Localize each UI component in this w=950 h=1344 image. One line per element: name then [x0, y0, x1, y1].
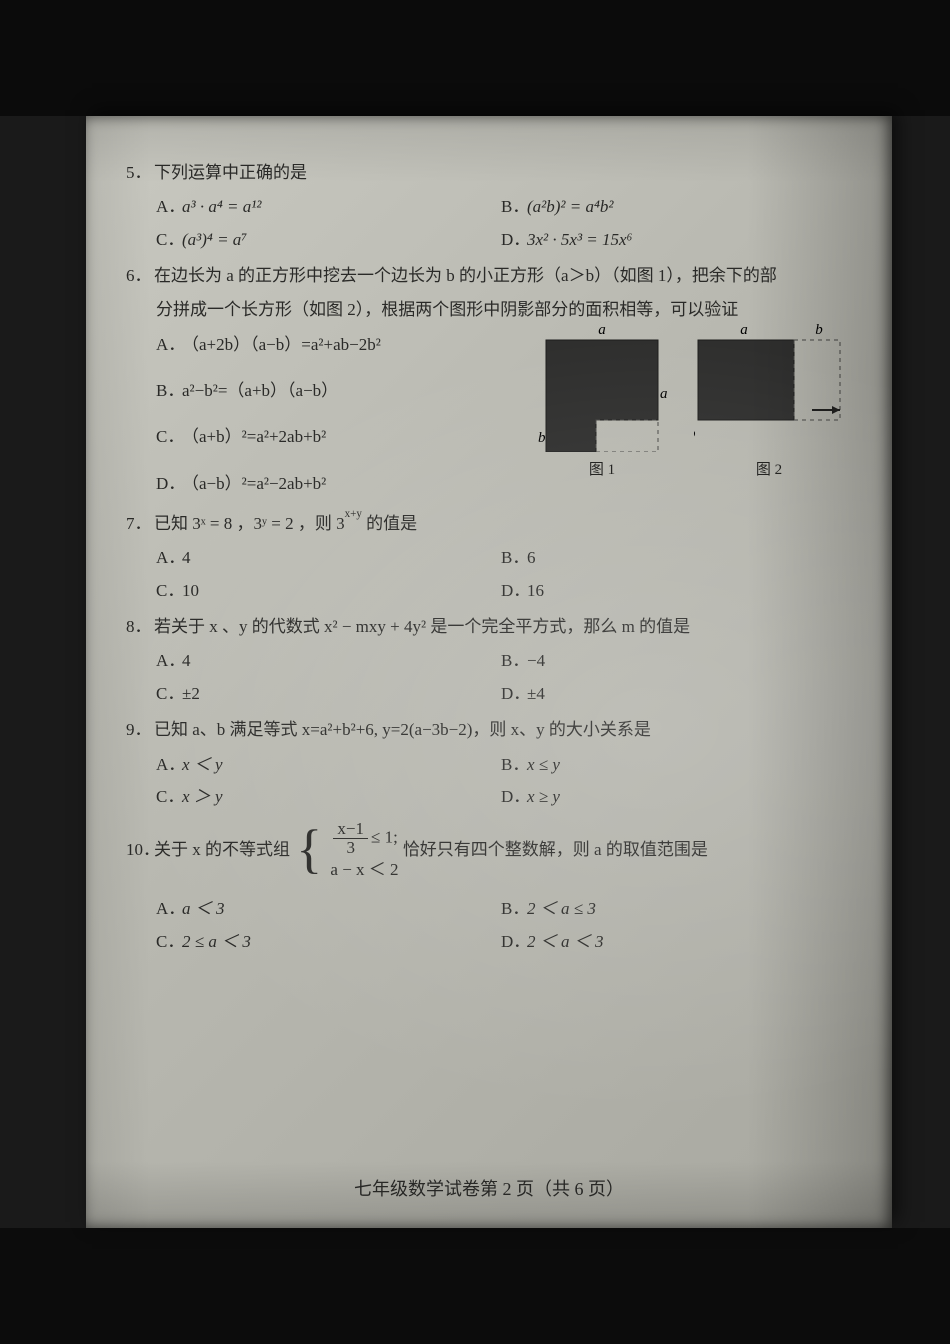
q8-num: 8．: [126, 614, 154, 640]
q8-stem: 若关于 x 、y 的代数式 x² − mxy + 4y² 是一个完全平方式，那么…: [154, 617, 690, 636]
q5: 5．下列运算中正确的是: [126, 160, 836, 186]
q5-stem: 下列运算中正确的是: [154, 163, 307, 182]
figure-1: a a b b 图 1: [536, 322, 668, 479]
q9-C: C．x ＞ y: [156, 784, 491, 810]
q6-stem1: 在边长为 a 的正方形中挖去一个边长为 b 的小正方形（a＞b）（如图 1），把…: [154, 266, 777, 285]
q7-A: A．4: [156, 545, 491, 571]
q5-D: D．3x² · 5x³ = 15x⁶: [501, 227, 836, 253]
svg-text:b: b: [538, 430, 546, 446]
q7-sup: x+y: [345, 508, 362, 520]
q6-num: 6．: [126, 263, 154, 289]
q5-C: C．(a³)⁴ = a⁷: [156, 227, 491, 253]
q10-stem-b: 恰好只有四个整数解，则 a 的取值范围是: [403, 840, 708, 859]
q10-B: B．2 ＜ a ≤ 3: [501, 896, 836, 922]
q6-B: B．a²−b²=（a+b）（a−b）: [156, 378, 526, 404]
q9: 9．已知 a、b 满足等式 x=a²+b²+6, y=2(a−3b−2)，则 x…: [126, 717, 836, 743]
figure-2: a b b 图 2: [694, 322, 844, 479]
q8-options: A．4 B．−4 C．±2 D．±4: [156, 648, 836, 707]
q5-A: A．a³ · a⁴ = a¹²: [156, 194, 491, 220]
q7-D: D．16: [501, 578, 836, 604]
brace-icon: {: [296, 825, 322, 873]
q5-options: A．a³ · a⁴ = a¹² B．(a²b)² = a⁴b² C．(a³)⁴ …: [156, 194, 836, 253]
svg-text:b: b: [694, 426, 696, 442]
q6-stem2: 分拼成一个长方形（如图 2），根据两个图形中阴影部分的面积相等，可以验证: [156, 297, 836, 323]
svg-text:a: a: [598, 322, 606, 338]
q7-stem-b: 的值是: [362, 514, 417, 533]
page-footer: 七年级数学试卷第 2 页（共 6 页）: [86, 1176, 892, 1204]
q6: 6．在边长为 a 的正方形中挖去一个边长为 b 的小正方形（a＞b）（如图 1）…: [126, 263, 836, 289]
q8-B: B．−4: [501, 648, 836, 674]
q8-A: A．4: [156, 648, 491, 674]
svg-text:a: a: [660, 386, 668, 402]
q5-B: B．(a²b)² = a⁴b²: [501, 194, 836, 220]
q10-num: 10．: [126, 837, 154, 863]
exam-page: 5．下列运算中正确的是 A．a³ · a⁴ = a¹² B．(a²b)² = a…: [86, 116, 892, 1228]
q7-num: 7．: [126, 511, 154, 537]
q6-options: A．（a+2b）（a−b）=a²+ab−2b² B．a²−b²=（a+b）（a−…: [156, 332, 526, 497]
q10-system: x−13≤ 1; a − x ＜ 2: [330, 820, 398, 882]
q7-B: B．6: [501, 545, 836, 571]
q6-A: A．（a+2b）（a−b）=a²+ab−2b²: [156, 332, 526, 358]
q10-options: A．a ＜ 3 B．2 ＜ a ≤ 3 C．2 ≤ a ＜ 3 D．2 ＜ a …: [156, 896, 836, 955]
q10-D: D．2 ＜ a ＜ 3: [501, 929, 836, 955]
q9-B: B．x ≤ y: [501, 752, 836, 778]
q6-figures: a a b b 图 1 a b b 图 2: [524, 322, 844, 479]
q6-D: D．（a−b）²=a²−2ab+b²: [156, 471, 526, 497]
q10-C: C．2 ≤ a ＜ 3: [156, 929, 491, 955]
q8-D: D．±4: [501, 681, 836, 707]
svg-text:b: b: [815, 322, 823, 338]
fig1-caption: 图 1: [536, 458, 668, 479]
q10: 10．关于 x 的不等式组 { x−13≤ 1; a − x ＜ 2 恰好只有四…: [126, 820, 836, 882]
q7-stem-a: 已知 3ˣ = 8 ，3ʸ = 2 ，则 3: [154, 514, 345, 533]
svg-text:a: a: [740, 322, 748, 338]
q9-D: D．x ≥ y: [501, 784, 836, 810]
q8: 8．若关于 x 、y 的代数式 x² − mxy + 4y² 是一个完全平方式，…: [126, 614, 836, 640]
q7-options: A．4 B．6 C．10 D．16: [156, 545, 836, 604]
q8-C: C．±2: [156, 681, 491, 707]
q7-C: C．10: [156, 578, 491, 604]
q9-num: 9．: [126, 717, 154, 743]
q10-stem-a: 关于 x 的不等式组: [154, 840, 290, 859]
q10-A: A．a ＜ 3: [156, 896, 491, 922]
q9-A: A．x ＜ y: [156, 752, 491, 778]
q6-C: C．（a+b）²=a²+2ab+b²: [156, 424, 526, 450]
q9-stem: 已知 a、b 满足等式 x=a²+b²+6, y=2(a−3b−2)，则 x、y…: [154, 720, 651, 739]
fig2-caption: 图 2: [694, 458, 844, 479]
q5-num: 5．: [126, 160, 154, 186]
q7: 7．已知 3ˣ = 8 ，3ʸ = 2 ，则 3x+y 的值是: [126, 511, 836, 537]
q9-options: A．x ＜ y B．x ≤ y C．x ＞ y D．x ≥ y: [156, 752, 836, 811]
